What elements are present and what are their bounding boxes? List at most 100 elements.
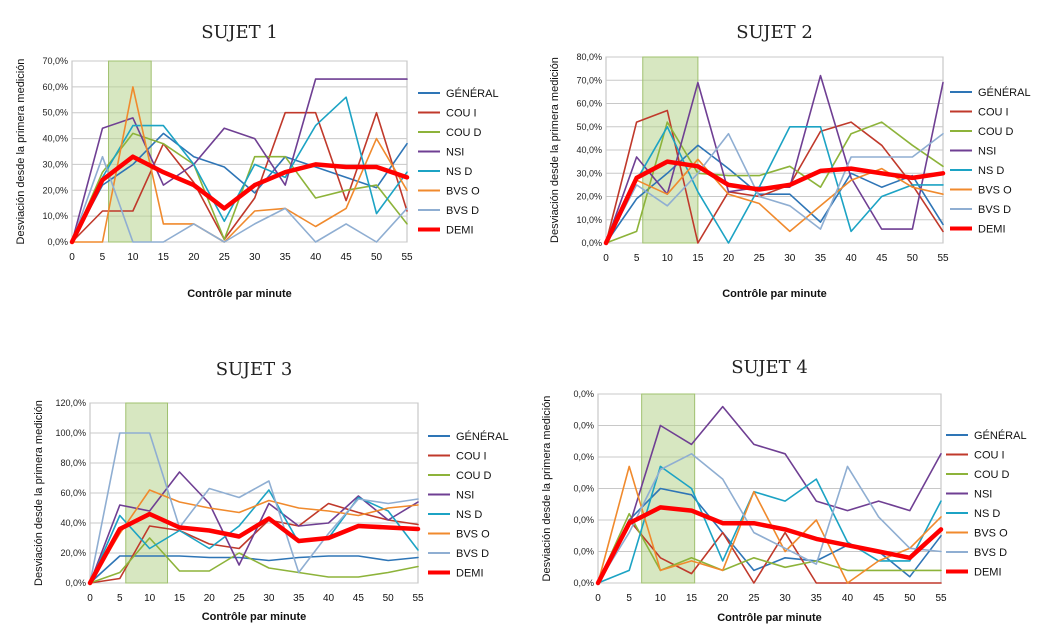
x-tick-label: 10	[655, 593, 667, 604]
x-axis-label: Contrôle par minute	[717, 612, 822, 624]
x-tick-label: 50	[383, 593, 395, 604]
y-tick-label: 0,0%	[573, 547, 594, 557]
y-tick-label: 30,0%	[576, 168, 602, 178]
y-tick-label: 80,0%	[576, 52, 602, 62]
x-tick-label: 35	[280, 252, 292, 263]
legend-label: COU I	[446, 108, 477, 120]
legend-label: COU D	[446, 127, 482, 139]
series-line-bvs-o	[597, 465, 942, 584]
legend-label: COU I	[974, 450, 1005, 462]
y-tick-label: 20,0%	[576, 192, 602, 202]
x-tick-label: 20	[717, 593, 729, 604]
x-tick-label: 45	[873, 593, 885, 604]
x-tick-label: 10	[144, 593, 156, 604]
chart-title: SUJET 1	[201, 22, 278, 43]
x-tick-label: 50	[904, 593, 916, 604]
x-tick-label: 50	[371, 252, 383, 263]
series-line-bvs-d	[605, 132, 944, 244]
series-line-g-n-ral	[71, 132, 408, 243]
legend-label: BVS O	[978, 185, 1012, 197]
x-tick-label: 45	[341, 252, 353, 263]
y-tick-label: 70,0%	[576, 75, 602, 85]
x-axis-label: Contrôle par minute	[187, 288, 292, 300]
series-line-bvs-o	[71, 86, 408, 243]
x-tick-label: 0	[595, 593, 601, 604]
x-tick-label: 55	[401, 252, 413, 263]
legend: GÉNÉRAL COU I COU D NSI NS D BVS O BVS D DEMI	[950, 86, 1031, 236]
series-line-ns-d	[71, 96, 408, 243]
chart-title: SUJET 4	[731, 357, 808, 378]
x-tick-label: 20	[188, 252, 200, 263]
legend-label: DEMI	[974, 567, 1002, 579]
legend: GÉNÉRAL COU I COU D NSI NS D BVS O BVS D DEMI	[428, 430, 509, 580]
y-tick-label: 40,0%	[42, 134, 68, 144]
y-tick-label: 20,0%	[60, 548, 86, 558]
series-line-g-n-ral	[89, 555, 419, 584]
chart-sujet-2: SUJET 2 0,0% 10,0% 20,0% 30,0% 40,0% 50,0% 60,0…	[549, 22, 1031, 300]
y-tick-label: 0,0%	[573, 421, 594, 431]
x-tick-label: 25	[219, 252, 231, 263]
legend-label: DEMI	[446, 225, 474, 237]
x-tick-label: 55	[935, 593, 947, 604]
x-tick-label: 15	[692, 253, 704, 264]
y-axis-label: Desviación desde la primera medición	[33, 400, 45, 586]
legend-label: COU I	[456, 451, 487, 463]
legend: GÉNÉRAL COU I COU D NSI NS D BVS O BVS D DEMI	[418, 87, 499, 237]
y-tick-label: 60,0%	[576, 99, 602, 109]
legend-label: COU I	[978, 107, 1009, 119]
series-line-ns-d	[605, 126, 944, 244]
x-tick-label: 25	[748, 593, 760, 604]
highlight-band	[108, 60, 152, 243]
legend-label: NS D	[974, 508, 1000, 520]
legend-label: NSI	[978, 146, 996, 158]
x-tick-label: 40	[846, 253, 858, 264]
y-tick-label: 70,0%	[42, 56, 68, 66]
y-tick-label: 0,0%	[47, 237, 68, 247]
legend-label: BVS D	[456, 548, 489, 560]
series-line-g-n-ral	[605, 144, 944, 244]
legend-label: COU D	[974, 469, 1010, 481]
x-tick-label: 50	[907, 253, 919, 264]
legend: GÉNÉRAL COU I COU D NSI NS D BVS O BVS D DEMI	[946, 429, 1027, 579]
x-tick-label: 5	[626, 593, 632, 604]
y-tick-label: 80,0%	[60, 458, 86, 468]
legend-label: COU D	[978, 126, 1014, 138]
x-tick-label: 20	[723, 253, 735, 264]
x-axis-label: Contrôle par minute	[202, 611, 307, 623]
legend-label: COU D	[456, 470, 492, 482]
legend-label: NS D	[446, 166, 472, 178]
y-axis-label: Desviación desde la primera medición	[541, 396, 553, 582]
series-line-cou-d	[605, 121, 944, 244]
x-tick-label: 55	[412, 593, 424, 604]
x-tick-label: 40	[842, 593, 854, 604]
series-line-bvs-d	[71, 155, 408, 243]
legend-label: GÉNÉRAL	[446, 87, 499, 100]
y-tick-label: 40,0%	[60, 518, 86, 528]
legend-label: GÉNÉRAL	[978, 86, 1031, 99]
legend-label: NS D	[456, 509, 482, 521]
x-tick-label: 30	[780, 593, 792, 604]
x-tick-label: 40	[323, 593, 335, 604]
x-tick-label: 15	[686, 593, 698, 604]
x-tick-label: 45	[353, 593, 365, 604]
chart-sujet-4: SUJET 40,0%0,0%0,0%0,0%0,0%0,0%0,0%0 5 10 1…	[541, 357, 1027, 624]
legend-label: NSI	[974, 489, 992, 501]
y-tick-label: 0,0%	[573, 484, 594, 494]
y-tick-label: 10,0%	[576, 215, 602, 225]
legend-label: DEMI	[456, 568, 484, 580]
x-tick-label: 5	[634, 253, 640, 264]
x-tick-label: 30	[263, 593, 275, 604]
series-line-nsi	[71, 78, 408, 243]
x-tick-label: 0	[69, 252, 75, 263]
y-axis-label: Desviación desde la primera medición	[549, 57, 561, 243]
y-tick-label: 0,0%	[573, 515, 594, 525]
legend-label: NS D	[978, 165, 1004, 177]
x-tick-label: 35	[815, 253, 827, 264]
y-tick-label: 100,0%	[55, 428, 86, 438]
y-tick-label: 0,0%	[581, 238, 602, 248]
highlight-band	[642, 56, 699, 244]
x-tick-label: 30	[784, 253, 796, 264]
series-line-demi	[69, 154, 410, 245]
legend-label: DEMI	[978, 224, 1006, 236]
x-tick-label: 30	[249, 252, 261, 263]
